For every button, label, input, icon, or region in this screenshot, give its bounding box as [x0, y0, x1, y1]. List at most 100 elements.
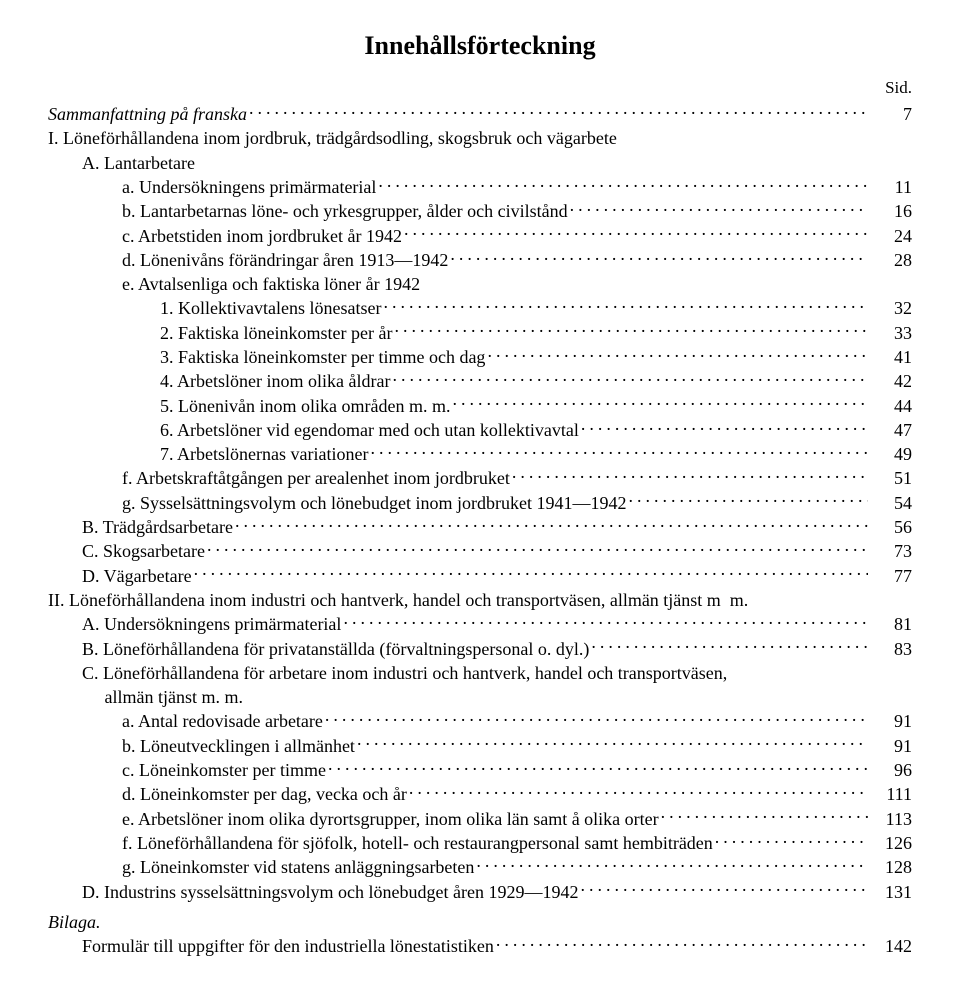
toc-dots [496, 934, 868, 952]
toc-dots [235, 515, 868, 533]
toc-line: 7. Arbetslönernas variationer49 [48, 442, 912, 466]
table-of-contents: Sammanfattning på franska 7 I. Löneförhåll… [48, 102, 912, 958]
toc-label: 2. Faktiska löneinkomster per år [160, 321, 392, 345]
toc-dots [512, 466, 868, 484]
toc-page-number: 42 [870, 369, 912, 393]
toc-dots [343, 612, 868, 630]
toc-label: 3. Faktiska löneinkomster per timme och … [160, 345, 485, 369]
toc-dots [392, 369, 868, 387]
toc-dots [487, 345, 868, 363]
toc-label: a. Undersökningens primärmaterial [122, 175, 376, 199]
toc-line: f. Löneförhållandena för sjöfolk, hotell… [48, 831, 912, 855]
toc-label: allmän tjänst m. m. [82, 685, 243, 709]
toc-line: c. Arbetstiden inom jordbruket år 1942 24 [48, 224, 912, 248]
toc-line: D. Vägarbetare 77 [48, 564, 912, 588]
toc-dots [661, 807, 868, 825]
toc-dots [207, 539, 868, 557]
toc-label: c. Arbetstiden inom jordbruket år 1942 [122, 224, 402, 248]
toc-page-number: 54 [870, 491, 912, 515]
toc-page-number: 7 [870, 102, 912, 126]
toc-line: e. Arbetslöner inom olika dyrortsgrupper… [48, 807, 912, 831]
toc-dots [383, 296, 868, 314]
toc-line: c. Löneinkomster per timme96 [48, 758, 912, 782]
toc-dots [394, 321, 868, 339]
toc-label: 6. Arbetslöner vid egendomar med och uta… [160, 418, 579, 442]
toc-line: B. Löneförhållandena för privatanställda… [48, 637, 912, 661]
toc-label: c. Löneinkomster per timme [122, 758, 326, 782]
toc-dots [194, 564, 868, 582]
toc-label: 7. Arbetslönernas variationer [160, 442, 368, 466]
toc-dots [370, 442, 868, 460]
toc-page-number: 142 [870, 934, 912, 958]
toc-line: g. Löneinkomster vid statens anläggnings… [48, 855, 912, 879]
toc-label: b. Lantarbetarnas löne- och yrkesgrupper… [122, 199, 568, 223]
toc-page-number: 113 [870, 807, 912, 831]
page-column-label: Sid. [48, 77, 912, 100]
toc-line: f. Arbetskraftåtgången per arealenhet in… [48, 466, 912, 490]
toc-dots [328, 758, 868, 776]
toc-line: 6. Arbetslöner vid egendomar med och uta… [48, 418, 912, 442]
toc-page-number: 126 [870, 831, 912, 855]
toc-page-number: 11 [870, 175, 912, 199]
toc-label: d. Löneinkomster per dag, vecka och år [122, 782, 407, 806]
toc-label: Formulär till uppgifter för den industri… [82, 934, 494, 958]
toc-page-number: 77 [870, 564, 912, 588]
toc-label: B. Löneförhållandena för privatanställda… [82, 637, 589, 661]
toc-dots [570, 199, 868, 217]
toc-line: 4. Arbetslöner inom olika åldrar42 [48, 369, 912, 393]
toc-page-number: 47 [870, 418, 912, 442]
toc-dots [249, 102, 868, 120]
toc-label: C. Skogsarbetare [82, 539, 205, 563]
toc-label: a. Antal redovisade arbetare [122, 709, 323, 733]
toc-label: Bilaga. [48, 910, 101, 934]
toc-label: e. Arbetslöner inom olika dyrortsgrupper… [122, 807, 659, 831]
toc-label: e. Avtalsenliga och faktiska löner år 19… [122, 272, 420, 296]
toc-line: 5. Lönenivån inom olika områden m. m. 44 [48, 394, 912, 418]
toc-page-number: 16 [870, 199, 912, 223]
toc-label: II. Löneförhållandena inom industri och … [48, 588, 748, 612]
toc-dots [404, 224, 868, 242]
toc-dots [378, 175, 868, 193]
toc-page-number: 51 [870, 466, 912, 490]
toc-label: g. Sysselsättningsvolym och lönebudget i… [122, 491, 626, 515]
toc-line: D. Industrins sysselsättningsvolym och l… [48, 880, 912, 904]
toc-page-number: 91 [870, 709, 912, 733]
toc-line: C. Löneförhållandena för arbetare inom i… [48, 661, 912, 685]
toc-label: I. Löneförhållandena inom jordbruk, träd… [48, 126, 617, 150]
toc-page-number: 33 [870, 321, 912, 345]
toc-line: b. Löneutvecklingen i allmänhet91 [48, 734, 912, 758]
toc-label: Sammanfattning på franska [48, 102, 247, 126]
toc-label: 5. Lönenivån inom olika områden m. m. [160, 394, 450, 418]
toc-dots [476, 855, 868, 873]
toc-page-number: 41 [870, 345, 912, 369]
toc-page-number: 28 [870, 248, 912, 272]
toc-page-number: 81 [870, 612, 912, 636]
toc-label: A. Undersökningens primärmaterial [82, 612, 341, 636]
toc-dots [452, 394, 868, 412]
toc-label: f. Arbetskraftåtgången per arealenhet in… [122, 466, 510, 490]
toc-line: A. Lantarbetare [48, 151, 912, 175]
toc-page-number: 24 [870, 224, 912, 248]
toc-line: II. Löneförhållandena inom industri och … [48, 588, 912, 612]
toc-dots [581, 418, 868, 436]
toc-page-number: 128 [870, 855, 912, 879]
toc-dots [628, 491, 868, 509]
toc-line: B. Trädgårdsarbetare56 [48, 515, 912, 539]
toc-dots [580, 880, 868, 898]
toc-line: A. Undersökningens primärmaterial 81 [48, 612, 912, 636]
toc-dots [325, 709, 868, 727]
toc-line: a. Undersökningens primärmaterial 11 [48, 175, 912, 199]
toc-line: C. Skogsarbetare73 [48, 539, 912, 563]
toc-label: D. Vägarbetare [82, 564, 192, 588]
toc-line: e. Avtalsenliga och faktiska löner år 19… [48, 272, 912, 296]
toc-label: A. Lantarbetare [82, 151, 195, 175]
toc-label: d. Lönenivåns förändringar åren 1913—194… [122, 248, 448, 272]
toc-page-number: 83 [870, 637, 912, 661]
toc-dots [715, 831, 868, 849]
toc-dots [357, 734, 868, 752]
toc-label: D. Industrins sysselsättningsvolym och l… [82, 880, 578, 904]
toc-line: 3. Faktiska löneinkomster per timme och … [48, 345, 912, 369]
toc-page-number: 111 [870, 782, 912, 806]
page-title: Innehållsförteckning [48, 28, 912, 63]
toc-page-number: 44 [870, 394, 912, 418]
